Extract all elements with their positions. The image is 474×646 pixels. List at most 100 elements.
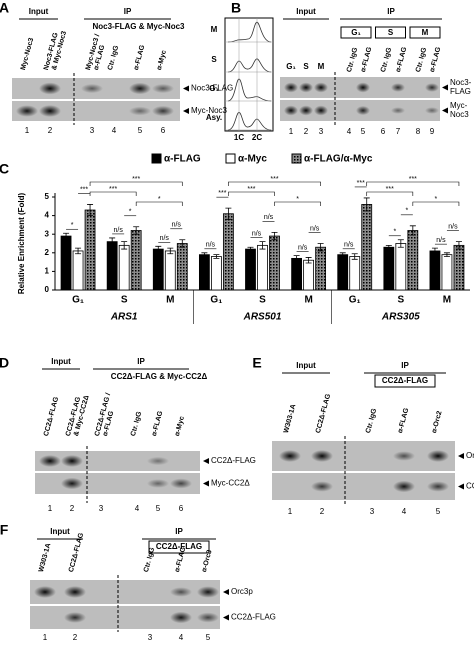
input-header: Input [296, 361, 316, 370]
lane-label: W303-1A [38, 543, 52, 573]
legend-swatch [225, 153, 236, 164]
bar [337, 254, 349, 291]
error-bar [339, 252, 346, 257]
band [427, 481, 449, 492]
band [61, 455, 83, 467]
band [170, 478, 192, 489]
band [81, 83, 103, 94]
group-bracket [412, 201, 460, 206]
lane-label: G₁ [286, 62, 296, 71]
group-bracket [89, 181, 183, 186]
group-bracket [228, 181, 321, 186]
error-bar [259, 241, 266, 250]
lane-number: 6 [161, 126, 166, 135]
band [39, 455, 61, 467]
band [314, 105, 328, 116]
ip-group-label: Noc3-FLAG & Myc-Noc3 [92, 22, 185, 31]
y-tick-label: 4 [45, 211, 50, 220]
band [39, 105, 61, 117]
dna-label: 2C [252, 133, 262, 142]
error-bar [155, 245, 162, 253]
significance-label: * [296, 196, 299, 203]
panel-letter: F [0, 522, 9, 538]
band [152, 105, 174, 117]
x-tick-label: S [121, 295, 128, 306]
arrowhead [203, 458, 209, 464]
error-bar [385, 244, 392, 250]
band [311, 481, 333, 492]
band-label: Orc2p [466, 451, 474, 460]
band [61, 477, 83, 490]
band [197, 586, 219, 598]
panel-letter: C [0, 161, 9, 177]
lane-number: 3 [370, 507, 375, 516]
group-label: ARS1 [110, 312, 138, 323]
significance-label: *** [270, 176, 278, 183]
bar [164, 250, 176, 291]
lane-number: 5 [206, 633, 211, 642]
lane-label: α-FLAG [395, 46, 409, 73]
band [64, 586, 86, 598]
error-bar [87, 204, 94, 216]
lane-number: 5 [156, 504, 161, 513]
arrowhead [223, 614, 229, 621]
y-tick-label: 1 [45, 267, 50, 276]
lane-label: α-FLAG [151, 410, 165, 437]
lane-label: Ctr. IgG [365, 407, 378, 434]
group-bracket [274, 201, 321, 206]
panel-letter: A [0, 0, 9, 16]
lane-label: α-FLAG [429, 46, 443, 73]
error-bar [247, 246, 254, 252]
significance-label: n/s [252, 230, 262, 237]
lane-label: Ctr. IgG [130, 410, 143, 437]
lane-number: 4 [347, 127, 352, 136]
error-bar [317, 243, 324, 252]
significance-label: *** [357, 180, 365, 187]
error-bar [167, 247, 174, 255]
ip-header: IP [124, 7, 132, 16]
lane-label: CC2Δ-FLAG [315, 393, 332, 434]
lane-number: 1 [25, 126, 30, 135]
ip-header: IP [137, 357, 145, 366]
bar [118, 244, 130, 291]
legend-swatch [291, 153, 302, 164]
band-label: Noc3 [450, 110, 469, 119]
lane-label: α-FLAG [397, 407, 411, 434]
significance-label: *** [132, 176, 140, 183]
lane-number: 1 [289, 127, 294, 136]
significance-label: * [393, 229, 396, 236]
bar [361, 204, 373, 291]
band [299, 82, 313, 93]
group-box [374, 374, 436, 388]
phase-label: M [422, 28, 429, 37]
significance-label: *** [80, 186, 88, 193]
y-tick-label: 2 [45, 248, 50, 257]
lane-number: 1 [48, 504, 53, 513]
lane-label: M [318, 62, 325, 71]
lane-label: CC2Δ-FLAG [43, 396, 60, 437]
lane-number: 4 [135, 504, 140, 513]
bar [441, 254, 453, 291]
error-bar [351, 253, 358, 260]
band [34, 586, 56, 598]
band [147, 456, 169, 466]
error-bar [443, 252, 450, 257]
ip-header: IP [175, 527, 183, 536]
significance-label: *** [386, 186, 394, 193]
band-label: Myc- [450, 101, 468, 110]
band [170, 611, 192, 624]
significance-label: *** [409, 176, 417, 183]
band-label: Noc3-FLAG [191, 84, 233, 93]
error-bar [305, 257, 312, 264]
significance-label: *** [247, 186, 255, 193]
lane-number: 4 [402, 507, 407, 516]
lane-number: 2 [48, 126, 53, 135]
blot [272, 441, 455, 471]
band [129, 82, 151, 95]
lane-label: Ctr. IgG [415, 46, 428, 73]
y-tick-label: 3 [45, 229, 50, 238]
bar [152, 248, 164, 291]
phase-label: G₁ [209, 84, 219, 93]
bar [84, 209, 96, 291]
lane-number: 4 [112, 126, 117, 135]
